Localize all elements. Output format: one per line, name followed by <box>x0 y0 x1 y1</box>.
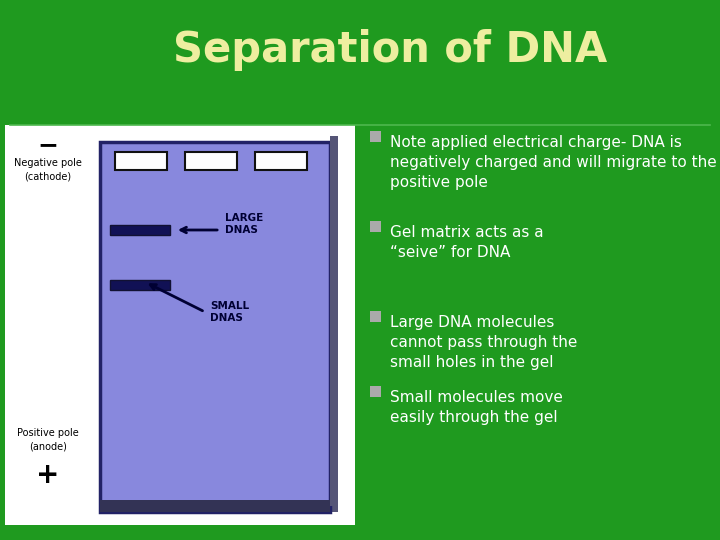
Bar <box>330 136 338 506</box>
Text: Note applied electrical charge- DNA is
negatively charged and will migrate to th: Note applied electrical charge- DNA is n… <box>390 135 716 190</box>
Bar <box>5 125 355 525</box>
Bar <box>255 152 307 170</box>
Bar <box>110 225 170 235</box>
Text: Large DNA molecules
cannot pass through the
small holes in the gel: Large DNA molecules cannot pass through … <box>390 315 577 369</box>
Bar <box>110 280 170 290</box>
Text: Negative pole
(cathode): Negative pole (cathode) <box>14 158 82 181</box>
Bar <box>185 152 237 170</box>
Text: SMALL
DNAS: SMALL DNAS <box>210 301 249 323</box>
Text: +: + <box>36 461 60 489</box>
Bar <box>370 221 381 232</box>
Bar <box>100 142 330 512</box>
Bar <box>115 152 167 170</box>
Bar <box>370 386 381 397</box>
Text: −: − <box>37 133 58 157</box>
Bar <box>100 500 330 512</box>
Text: Separation of DNA: Separation of DNA <box>173 29 607 71</box>
Text: LARGE
DNAS: LARGE DNAS <box>225 213 264 235</box>
Bar <box>370 131 381 142</box>
Bar <box>370 311 381 322</box>
Text: Gel matrix acts as a
“seive” for DNA: Gel matrix acts as a “seive” for DNA <box>390 225 544 260</box>
Text: Positive pole
(anode): Positive pole (anode) <box>17 428 79 451</box>
Text: Small molecules move
easily through the gel: Small molecules move easily through the … <box>390 390 563 425</box>
Bar <box>106 504 338 512</box>
